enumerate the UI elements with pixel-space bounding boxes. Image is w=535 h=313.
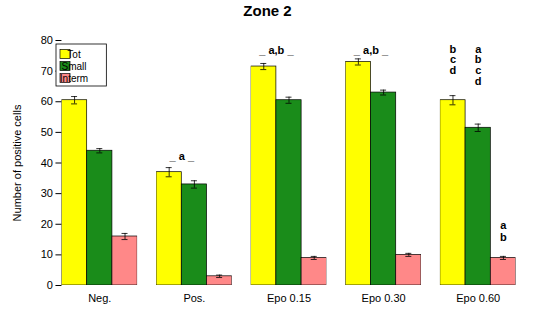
svg-text:70: 70 (41, 65, 53, 77)
svg-text:d: d (450, 64, 457, 76)
svg-text:Epo 0.30: Epo 0.30 (362, 292, 406, 304)
svg-text:_ a _: _ a _ (169, 150, 195, 162)
svg-text:Interm: Interm (60, 73, 88, 84)
svg-text:Pos.: Pos. (183, 292, 205, 304)
html-text:Zone 2: Zone 2 (243, 2, 292, 19)
svg-text:20: 20 (41, 218, 53, 230)
svg-text:Neg.: Neg. (88, 292, 111, 304)
svg-text:80: 80 (41, 34, 53, 46)
svg-text:10: 10 (41, 248, 53, 260)
svg-text:Epo 0.60: Epo 0.60 (456, 292, 500, 304)
svg-text:Tot: Tot (67, 49, 81, 60)
svg-text:d: d (475, 75, 482, 87)
svg-text:_ a,b _: _ a,b _ (258, 44, 294, 56)
svg-text:Small: Small (61, 61, 86, 72)
svg-text:_ a,b _: _ a,b _ (353, 44, 389, 56)
svg-text:a: a (500, 219, 507, 231)
svg-text:c: c (475, 64, 482, 77)
svg-text:40: 40 (41, 157, 53, 169)
svg-text:0: 0 (47, 279, 53, 291)
svg-text:60: 60 (41, 95, 53, 107)
svg-text:Number of positive cells: Number of positive cells (11, 104, 23, 221)
svg-text:a: a (475, 42, 482, 55)
svg-text:b: b (449, 42, 457, 55)
svg-text:b: b (474, 53, 482, 66)
svg-text:50: 50 (41, 126, 53, 138)
svg-text:b: b (500, 231, 507, 243)
svg-text:Epo 0.15: Epo 0.15 (267, 292, 311, 304)
svg-text:30: 30 (41, 187, 53, 199)
svg-text:c: c (449, 53, 456, 66)
